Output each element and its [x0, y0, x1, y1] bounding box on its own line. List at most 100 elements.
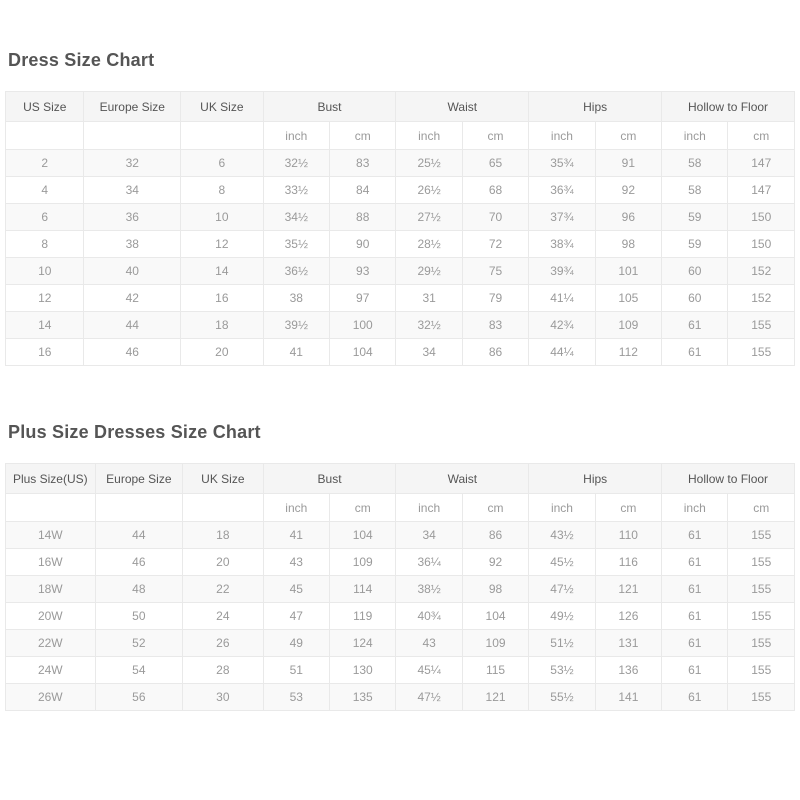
measurement-cell: 155	[727, 521, 795, 549]
measurement-cell: 72	[461, 230, 530, 258]
measurement-cell: 52	[94, 629, 184, 657]
size-cell: 14W	[5, 521, 96, 549]
measurement-cell: 84	[328, 176, 397, 204]
measurement-cell: 20	[180, 338, 264, 366]
measurement-cell: 124	[329, 629, 397, 657]
measurement-cell: 34	[395, 338, 463, 366]
measurement-cell: 131	[594, 629, 663, 657]
measurement-cell: 28	[182, 656, 264, 684]
measurement-cell: 155	[727, 629, 795, 657]
measurement-cell: 47½	[528, 575, 596, 603]
measurement-cell: 101	[594, 257, 663, 285]
measurement-cell: 31	[395, 284, 463, 312]
size-cell: 18W	[5, 575, 96, 603]
table-row: 18W 48 22 45 114 38½ 98 47½ 121 61 155	[5, 575, 795, 603]
measurement-cell: 26	[182, 629, 264, 657]
measurement-cell: 36¼	[395, 548, 463, 576]
measurement-cell: 38	[262, 284, 331, 312]
measurement-cell: 152	[727, 257, 795, 285]
measurement-cell: 83	[461, 311, 530, 339]
measurement-cell: 61	[661, 602, 729, 630]
measurement-cell: 49½	[528, 602, 596, 630]
column-group-header: Waist	[395, 91, 530, 122]
size-cell: 22W	[5, 629, 96, 657]
measurement-cell: 29½	[395, 257, 463, 285]
measurement-cell: 54	[94, 656, 184, 684]
measurement-cell: 43	[395, 629, 463, 657]
measurement-cell: 109	[461, 629, 530, 657]
measurement-cell: 45¼	[395, 656, 463, 684]
measurement-cell: 12	[180, 230, 264, 258]
measurement-cell: 32	[83, 149, 182, 177]
measurement-cell: 130	[329, 656, 397, 684]
measurement-cell: 41¼	[528, 284, 596, 312]
measurement-cell: 65	[461, 149, 530, 177]
measurement-cell: 51½	[528, 629, 596, 657]
measurement-cell: 41	[262, 338, 331, 366]
unit-header: cm	[328, 121, 397, 150]
measurement-cell: 86	[461, 338, 530, 366]
unit-header: cm	[461, 493, 530, 522]
measurement-cell: 44	[83, 311, 182, 339]
measurement-cell: 112	[594, 338, 663, 366]
measurement-cell: 93	[328, 257, 397, 285]
table-row: 20W 50 24 47 119 40¾ 104 49½ 126 61 155	[5, 602, 795, 630]
measurement-cell: 96	[594, 203, 663, 231]
column-group-header: Hips	[528, 463, 663, 494]
measurement-cell: 45½	[528, 548, 596, 576]
measurement-cell: 44¼	[528, 338, 596, 366]
measurement-cell: 60	[661, 257, 729, 285]
measurement-cell: 119	[329, 602, 397, 630]
size-cell: 4	[4, 176, 85, 204]
measurement-cell: 36¾	[528, 176, 596, 204]
table-row: 2 32 6 32½ 83 25½ 65 35¾ 91 58 147	[4, 149, 795, 177]
measurement-cell: 47½	[395, 683, 463, 711]
measurement-cell: 155	[727, 602, 795, 630]
unit-header: inch	[262, 121, 331, 150]
dress-size-chart-table: US Size Europe Size UK Size Bust Waist Hips Ho…	[4, 91, 795, 366]
unit-header: cm	[594, 121, 663, 150]
measurement-cell: 61	[661, 629, 729, 657]
measurement-cell: 38	[83, 230, 182, 258]
measurement-cell: 47	[262, 602, 331, 630]
column-group-header: Hollow to Floor	[661, 91, 795, 122]
size-cell: 8	[4, 230, 85, 258]
measurement-cell: 155	[727, 548, 795, 576]
column-header: US Size	[4, 91, 85, 122]
plus-size-chart-title: Plus Size Dresses Size Chart	[8, 422, 261, 442]
measurement-cell: 8	[180, 176, 264, 204]
measurement-cell: 104	[328, 338, 397, 366]
measurement-cell: 97	[328, 284, 397, 312]
measurement-cell: 92	[594, 176, 663, 204]
header-row: US Size Europe Size UK Size Bust Waist Hips Ho…	[4, 91, 795, 122]
measurement-cell: 18	[182, 521, 264, 549]
measurement-cell: 39¾	[528, 257, 596, 285]
empty-header-cell	[83, 121, 182, 150]
column-group-header: Bust	[262, 91, 397, 122]
measurement-cell: 115	[461, 656, 530, 684]
measurement-cell: 110	[594, 521, 663, 549]
measurement-cell: 33½	[262, 176, 331, 204]
size-cell: 20W	[5, 602, 96, 630]
measurement-cell: 22	[182, 575, 264, 603]
measurement-cell: 105	[594, 284, 663, 312]
measurement-cell: 51	[262, 656, 331, 684]
measurement-cell: 42	[83, 284, 182, 312]
size-cell: 16	[4, 338, 85, 366]
measurement-cell: 35½	[262, 230, 331, 258]
measurement-cell: 155	[727, 311, 795, 339]
measurement-cell: 27½	[395, 203, 463, 231]
measurement-cell: 86	[461, 521, 530, 549]
measurement-cell: 41	[262, 521, 331, 549]
measurement-cell: 147	[727, 149, 795, 177]
measurement-cell: 24	[182, 602, 264, 630]
measurement-cell: 35¾	[528, 149, 596, 177]
measurement-cell: 39½	[262, 311, 331, 339]
column-group-header: Hollow to Floor	[661, 463, 795, 494]
measurement-cell: 34	[83, 176, 182, 204]
measurement-cell: 40	[83, 257, 182, 285]
header-row: Plus Size(US) Europe Size UK Size Bust Waist…	[5, 463, 795, 494]
measurement-cell: 50	[94, 602, 184, 630]
table-row: 16W 46 20 43 109 36¼ 92 45½ 116 61 155	[5, 548, 795, 576]
measurement-cell: 150	[727, 203, 795, 231]
